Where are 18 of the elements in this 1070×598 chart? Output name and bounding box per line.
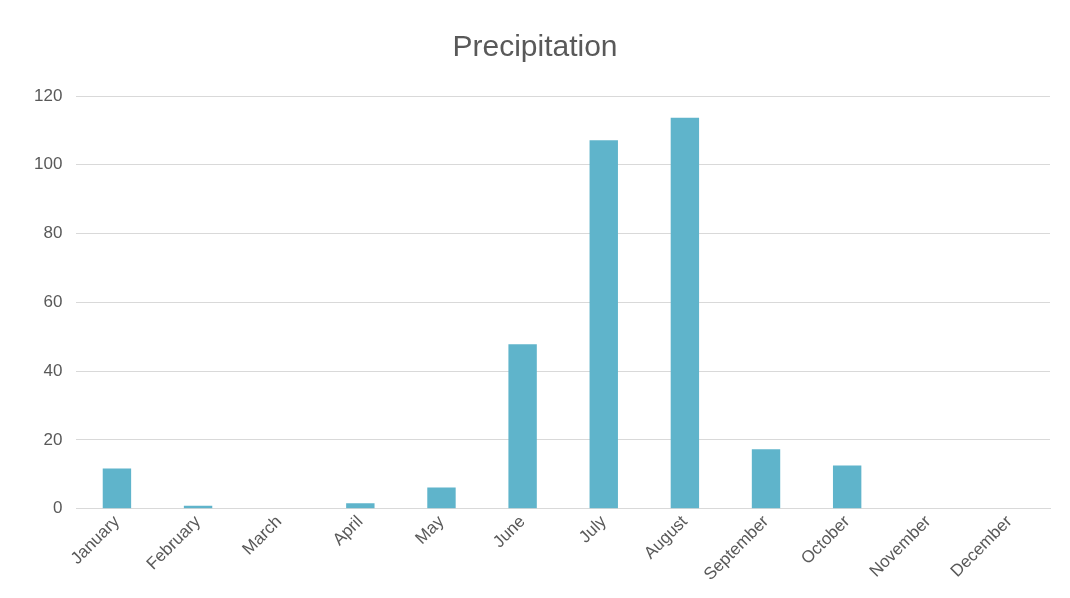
y-tick-label: 120: [33, 85, 63, 105]
bar: [346, 503, 375, 509]
bar: [751, 449, 781, 509]
x-tick-label: July: [575, 511, 611, 547]
bar: [508, 344, 537, 509]
bar: [589, 140, 618, 509]
y-tick-label: 0: [52, 498, 63, 518]
y-tick-label: 80: [43, 223, 63, 243]
bar: [427, 487, 456, 509]
bar: [832, 465, 862, 509]
y-tick-label: 40: [43, 360, 63, 380]
x-tick-label: May: [411, 511, 448, 548]
chart-title: Precipitation: [452, 29, 618, 63]
y-tick-label: 100: [33, 154, 63, 174]
y-tick-label: 60: [43, 292, 63, 312]
y-tick-label: 20: [43, 429, 63, 449]
bar: [102, 468, 132, 509]
bar: [670, 117, 700, 509]
